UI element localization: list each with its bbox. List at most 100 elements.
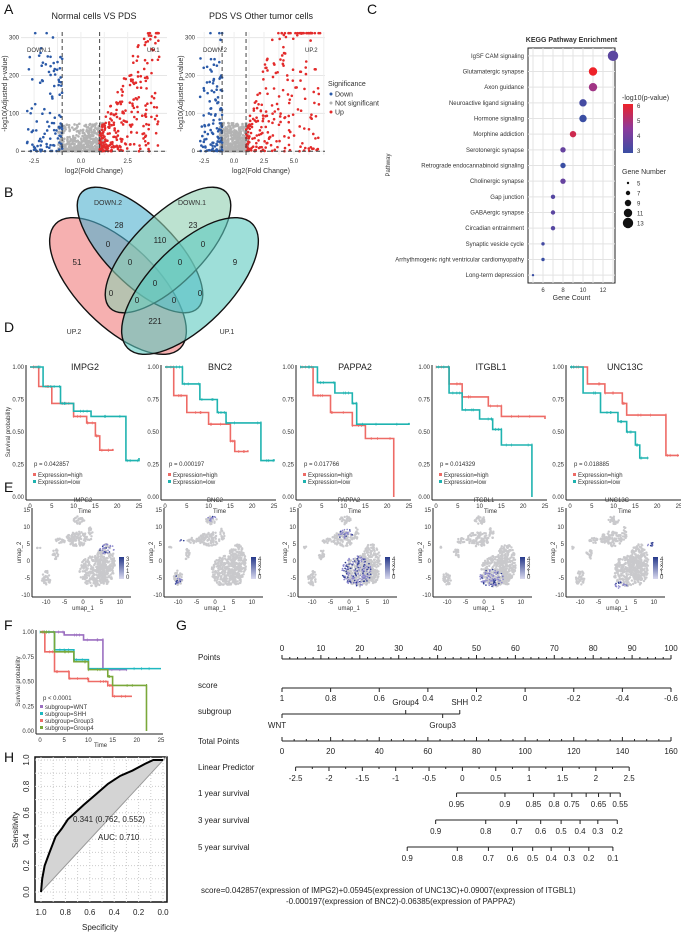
cell-point (243, 567, 247, 570)
cell-point (369, 553, 373, 556)
cell-point (511, 568, 514, 571)
point-up (245, 134, 249, 138)
x-tick-label: 2.5 (124, 159, 133, 165)
cell-point (71, 531, 75, 535)
cell-point (89, 529, 92, 532)
point-down (212, 63, 216, 67)
point-up (280, 31, 283, 35)
expression-point (361, 578, 363, 581)
cell-point (366, 557, 369, 560)
pathway-label: Axon guidance (484, 85, 524, 91)
legend-item: Not significant (335, 101, 379, 108)
x-tick-label: 25 (676, 504, 681, 510)
pathway-label: Morphine addiction (473, 132, 524, 138)
cell-point (210, 539, 213, 542)
point-up (143, 114, 147, 117)
y-tick-label: 1.00 (147, 365, 159, 371)
point-not-significant (228, 130, 232, 133)
point-up (145, 122, 148, 126)
point-not-significant (70, 126, 74, 129)
point-not-significant (70, 146, 73, 149)
point-up (112, 135, 115, 139)
point-up (147, 147, 150, 151)
expression-point (359, 574, 362, 577)
y-tick-label: 100 (185, 111, 196, 117)
cell-point (213, 573, 216, 576)
point-up (106, 132, 110, 136)
point-down (202, 114, 205, 117)
cell-point (79, 517, 82, 520)
point-not-significant (89, 143, 93, 147)
point-down (33, 31, 37, 35)
x-tick-label: -5 (328, 600, 334, 606)
point-down (205, 81, 209, 84)
cell-point (101, 560, 104, 564)
y-axis-label: Survival probability (6, 407, 12, 457)
cell-point (503, 553, 506, 557)
point-down (48, 111, 52, 115)
expression-point (109, 544, 112, 547)
y-tick-label: 0.00 (147, 495, 159, 501)
point-not-significant (58, 138, 62, 141)
point-up (131, 54, 135, 58)
expression-point (340, 533, 342, 535)
expression-point (345, 570, 347, 573)
cell-point (79, 535, 82, 538)
cell-point (78, 569, 81, 573)
point-up (256, 93, 259, 97)
cell-point (85, 571, 88, 575)
expression-point (347, 532, 349, 535)
x-tick-label: 15 (227, 504, 234, 510)
point-down (209, 128, 212, 132)
enrichment-dot (550, 194, 556, 200)
expression-point (359, 559, 361, 562)
point-up (106, 111, 110, 114)
legend-swatch (573, 473, 576, 476)
expression-point (111, 545, 114, 547)
point-down (31, 129, 35, 132)
point-up (271, 75, 275, 79)
point-down (207, 123, 211, 127)
point-up (258, 129, 262, 132)
y-tick-label: 15 (289, 508, 296, 514)
p-value: p = 0.000197 (169, 462, 205, 468)
point-down (43, 132, 46, 136)
point-up (134, 81, 138, 85)
cell-point (48, 581, 51, 584)
point-down (45, 31, 48, 35)
cell-point (222, 562, 226, 565)
point-up (148, 31, 152, 35)
expression-colorbar (385, 557, 390, 579)
point-down (36, 144, 39, 148)
y-axis-label: Pathway (386, 153, 392, 176)
x-tick-label: 12 (600, 288, 607, 294)
cell-point (43, 577, 46, 580)
point-not-significant (224, 148, 228, 152)
point-not-significant (239, 127, 243, 131)
point-down (213, 145, 217, 148)
point-up (119, 102, 123, 106)
size-legend-dot (624, 199, 632, 207)
plot-title: KEGG Pathway Enrichment (526, 37, 618, 44)
expression-point (358, 569, 360, 571)
cell-point (96, 570, 99, 574)
cell-point (217, 559, 220, 562)
point-down (219, 107, 222, 111)
cell-point (218, 556, 221, 560)
legend-item: Expression=high (173, 473, 218, 479)
cell-point (211, 575, 214, 578)
cell-point (87, 556, 90, 560)
point-up (138, 147, 142, 151)
x-tick-label: 20 (384, 504, 391, 510)
point-up (317, 103, 321, 106)
point-up (280, 54, 284, 57)
cell-point (92, 559, 96, 563)
point-up (143, 139, 147, 143)
expression-point (354, 572, 356, 574)
point-up (142, 124, 145, 128)
point-up (120, 121, 123, 124)
x-axis-label: Time (78, 509, 92, 515)
panel-label-f: F (4, 617, 13, 633)
expression-point (369, 573, 372, 576)
point-not-significant (65, 123, 69, 127)
